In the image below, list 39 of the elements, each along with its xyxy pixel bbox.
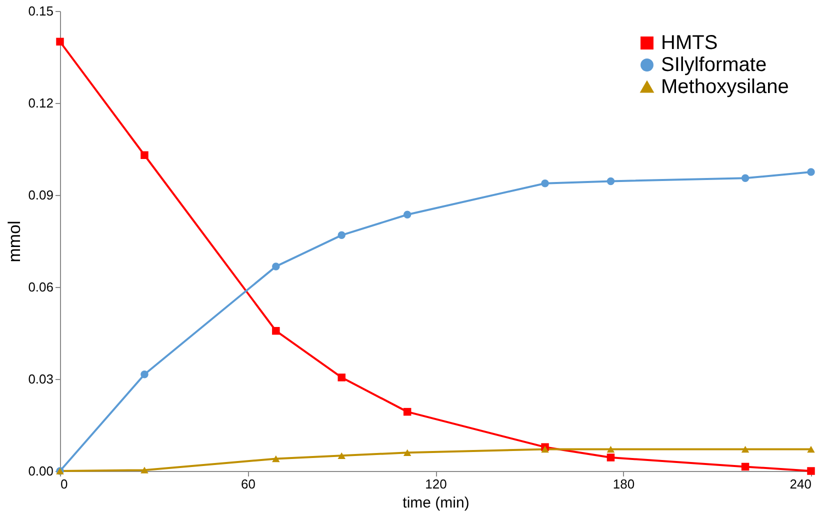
x-axis-title: time (min) <box>402 494 470 512</box>
point <box>338 452 346 460</box>
point <box>272 455 280 462</box>
x-tick-label: 60 <box>241 476 256 492</box>
x-tick-label: 0 <box>60 476 68 492</box>
point <box>403 449 412 456</box>
point <box>606 454 615 462</box>
x-tick-label: 120 <box>425 476 447 492</box>
y-tick-label: 0.15 <box>28 4 54 18</box>
point <box>606 177 615 186</box>
point <box>338 231 346 240</box>
point <box>741 446 750 453</box>
x-tick-label: 240 <box>790 476 812 492</box>
legend-label: HMTS <box>661 32 718 54</box>
point <box>272 262 280 270</box>
point <box>338 374 346 382</box>
point <box>541 446 549 453</box>
point <box>741 174 750 182</box>
x-tick-label: 180 <box>612 476 635 492</box>
y-tick-label: 0.09 <box>28 188 54 202</box>
y-tick-label: 0.00 <box>28 464 54 478</box>
y-tick-label: 0.12 <box>28 96 54 110</box>
point <box>541 179 549 188</box>
y-tick-label: 0.03 <box>28 372 54 386</box>
legend-label: Methoxysilane <box>661 76 789 98</box>
point <box>140 466 148 474</box>
point <box>140 370 148 378</box>
point <box>741 462 750 471</box>
point <box>807 168 815 176</box>
point <box>56 38 64 46</box>
point <box>272 326 280 335</box>
point <box>606 446 615 453</box>
point <box>403 408 412 416</box>
point <box>140 151 148 160</box>
y-axis-title: mmol <box>5 220 24 262</box>
point <box>403 210 412 218</box>
legend-label: SIlylformate <box>661 54 767 76</box>
y-tick-label: 0.06 <box>28 280 54 294</box>
point <box>807 446 815 453</box>
